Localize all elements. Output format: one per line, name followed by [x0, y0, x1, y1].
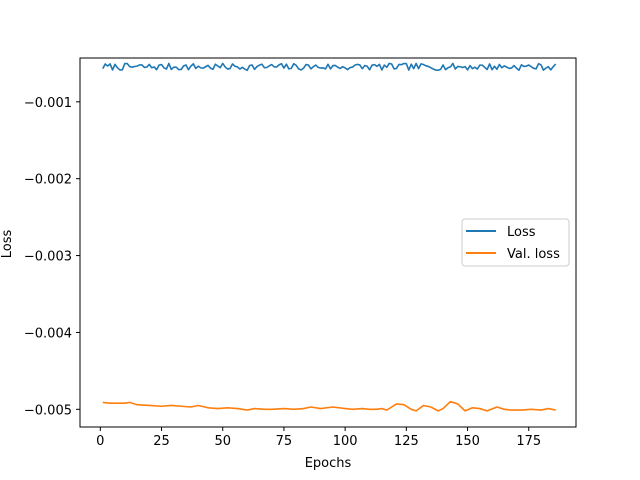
- series-line-val-loss: [102, 400, 556, 412]
- y-axis-label: Loss: [0, 230, 15, 259]
- y-tick-label: −0.005: [24, 403, 72, 418]
- x-axis-label: Epochs: [305, 456, 352, 471]
- x-tick-label: 75: [276, 434, 293, 449]
- legend: Loss Val. loss: [461, 218, 570, 267]
- y-tick-label: −0.004: [24, 326, 72, 341]
- x-tick-label: 25: [153, 434, 170, 449]
- legend-label-val-loss: Val. loss: [507, 247, 560, 262]
- plot-frame: [79, 57, 577, 428]
- x-tick-label: 0: [96, 434, 104, 449]
- x-tick-label: 125: [394, 434, 419, 449]
- x-tick-label: 100: [333, 434, 358, 449]
- x-axis: 0 25 50 75 100 125 150 175: [96, 427, 541, 449]
- y-tick-label: −0.001: [24, 96, 72, 111]
- legend-label-loss: Loss: [507, 225, 536, 240]
- series-layer: [102, 62, 557, 412]
- x-tick-label: 50: [214, 434, 231, 449]
- series-line-loss: [102, 62, 557, 72]
- x-tick-label: 175: [516, 434, 541, 449]
- x-tick-label: 150: [455, 434, 480, 449]
- y-tick-label: −0.003: [24, 250, 72, 265]
- y-tick-label: −0.002: [24, 173, 72, 188]
- y-axis: −0.001 −0.002 −0.003 −0.004 −0.005: [24, 96, 80, 418]
